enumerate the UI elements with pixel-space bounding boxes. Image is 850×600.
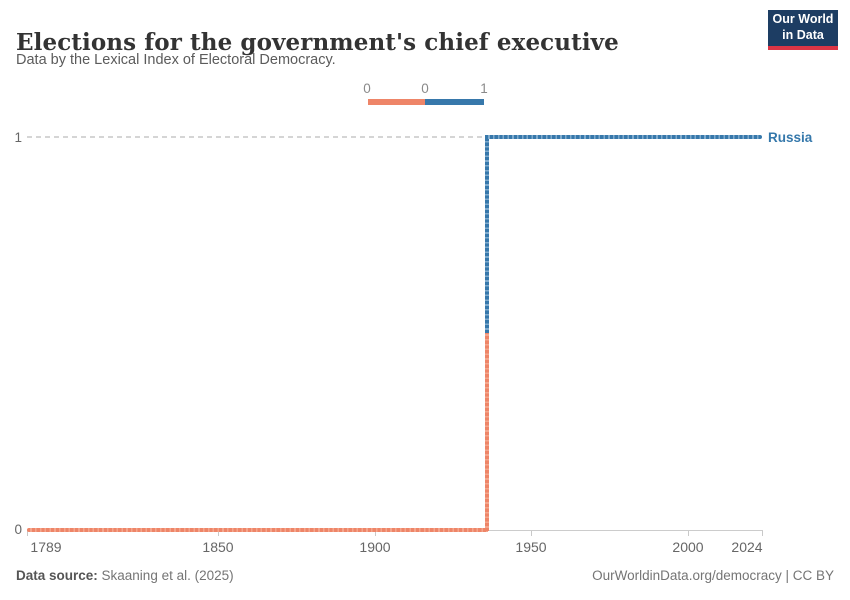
legend-swatch-value-0[interactable] xyxy=(368,99,425,105)
series-segment-step-lower[interactable] xyxy=(485,333,489,531)
x-tick-label-2024: 2024 xyxy=(731,539,763,555)
legend-label-2: 1 xyxy=(480,81,488,96)
x-tick-label-1950: 1950 xyxy=(515,539,547,555)
legend-label-0: 0 xyxy=(363,81,371,96)
series-entity-label[interactable]: Russia xyxy=(768,130,813,145)
gridline-y1 xyxy=(27,136,763,138)
series-segment-value0-horizontal[interactable] xyxy=(27,528,488,532)
x-tick-1900 xyxy=(375,531,376,536)
series-segment-value1-horizontal[interactable] xyxy=(485,135,762,139)
credit-note[interactable]: OurWorldinData.org/democracy | CC BY xyxy=(592,568,834,583)
x-tick-1789 xyxy=(27,531,28,536)
owid-logo[interactable]: Our World in Data xyxy=(768,10,838,50)
legend-label-1: 0 xyxy=(421,81,429,96)
datasource-label: Data source: xyxy=(16,568,98,583)
x-tick-label-2000: 2000 xyxy=(672,539,704,555)
x-tick-1850 xyxy=(218,531,219,536)
owid-logo-line2: in Data xyxy=(782,28,824,42)
x-tick-label-1900: 1900 xyxy=(359,539,391,555)
owid-logo-text: Our World in Data xyxy=(773,12,834,43)
page-title: Elections for the government's chief exe… xyxy=(16,29,619,57)
x-tick-2000 xyxy=(688,531,689,536)
datasource-note[interactable]: Data source: Skaaning et al. (2025) xyxy=(16,568,234,583)
y-axis-label-1: 1 xyxy=(14,130,22,145)
y-axis-label-0: 0 xyxy=(14,522,22,537)
series-segment-step-upper[interactable] xyxy=(485,135,489,333)
datasource-value: Skaaning et al. (2025) xyxy=(97,568,234,583)
x-tick-label-1850: 1850 xyxy=(202,539,234,555)
x-tick-1950 xyxy=(531,531,532,536)
footer: Data source: Skaaning et al. (2025) OurW… xyxy=(16,568,834,583)
x-tick-label-1789: 1789 xyxy=(30,539,62,555)
legend-swatch-value-1[interactable] xyxy=(425,99,484,105)
x-tick-2024 xyxy=(762,531,763,536)
chart-subtitle: Data by the Lexical Index of Electoral D… xyxy=(16,52,336,68)
owid-logo-line1: Our World xyxy=(772,12,834,27)
